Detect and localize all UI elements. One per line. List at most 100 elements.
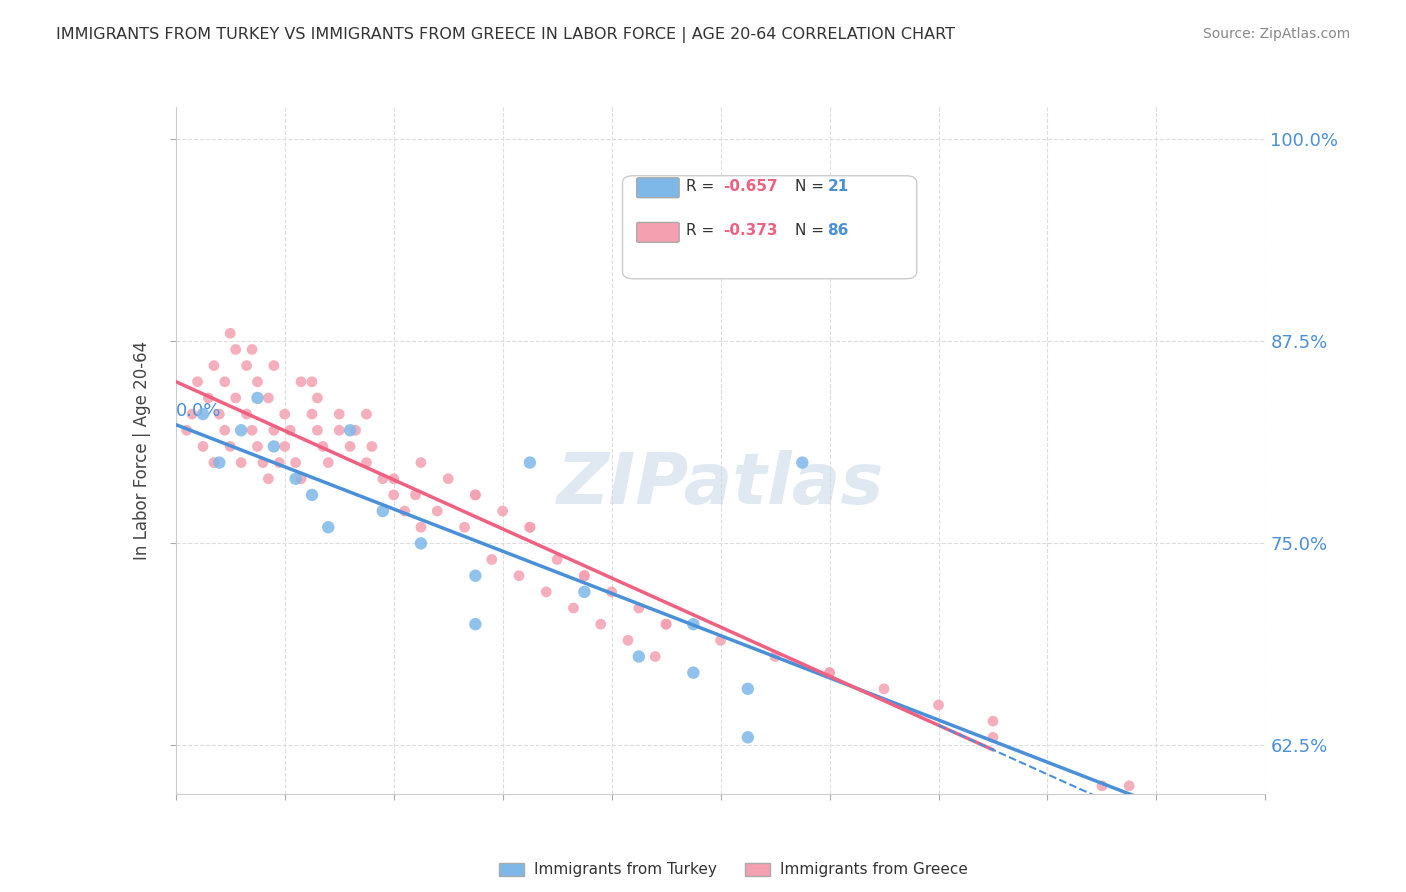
Text: IMMIGRANTS FROM TURKEY VS IMMIGRANTS FROM GREECE IN LABOR FORCE | AGE 20-64 CORR: IMMIGRANTS FROM TURKEY VS IMMIGRANTS FRO… (56, 27, 955, 43)
Point (176, 423, 198, 437)
Point (589, 617, 612, 632)
Point (246, 375, 269, 389)
Point (318, 520, 340, 534)
Point (339, 423, 361, 437)
Point (426, 504, 449, 518)
Point (481, 552, 503, 566)
Point (290, 375, 312, 389)
Point (231, 456, 253, 470)
Point (246, 391, 269, 405)
Point (208, 456, 231, 470)
Point (464, 488, 486, 502)
Point (181, 407, 204, 421)
Point (214, 423, 236, 437)
Text: R =: R = (686, 178, 718, 194)
Point (1091, 779, 1114, 793)
Point (186, 375, 209, 389)
Point (737, 731, 759, 745)
Point (409, 520, 432, 534)
Point (371, 504, 394, 518)
Text: N =: N = (794, 223, 828, 238)
Point (710, 633, 733, 648)
Point (394, 504, 416, 518)
Point (208, 407, 231, 421)
Point (191, 439, 214, 453)
Point (1118, 779, 1140, 793)
Text: 21: 21 (827, 178, 849, 194)
Point (627, 601, 650, 615)
Point (191, 407, 214, 421)
Point (409, 456, 432, 470)
Point (464, 568, 486, 582)
Point (240, 423, 263, 437)
Point (617, 633, 640, 648)
FancyBboxPatch shape (623, 176, 917, 278)
Point (682, 617, 704, 632)
Point (197, 391, 219, 405)
Point (409, 536, 432, 550)
Point (263, 423, 285, 437)
Point (546, 552, 568, 566)
Point (737, 681, 759, 696)
Point (627, 649, 650, 664)
Point (437, 472, 460, 486)
Point (574, 568, 596, 582)
Point (928, 698, 950, 712)
Point (225, 343, 247, 357)
Point (307, 423, 329, 437)
Point (219, 439, 242, 453)
Point (356, 407, 378, 421)
Point (284, 472, 307, 486)
Point (257, 391, 280, 405)
Text: -0.657: -0.657 (723, 178, 778, 194)
Text: ZIPatlas: ZIPatlas (557, 450, 884, 519)
Point (644, 649, 666, 664)
Point (371, 472, 394, 486)
Point (246, 439, 269, 453)
Point (655, 617, 678, 632)
Point (301, 488, 323, 502)
Point (318, 456, 340, 470)
Point (453, 520, 475, 534)
FancyBboxPatch shape (637, 222, 679, 243)
Point (225, 391, 247, 405)
Text: Immigrants from Greece: Immigrants from Greece (780, 863, 969, 877)
Point (263, 359, 285, 373)
Point (312, 439, 335, 453)
Point (763, 649, 786, 664)
Point (235, 407, 257, 421)
Point (328, 423, 350, 437)
Point (655, 617, 678, 632)
Text: N =: N = (794, 178, 828, 194)
Point (263, 439, 285, 453)
Point (519, 520, 541, 534)
Point (356, 456, 378, 470)
Point (981, 731, 1004, 745)
Point (382, 472, 405, 486)
Point (278, 423, 301, 437)
Point (1144, 795, 1167, 809)
Point (301, 375, 323, 389)
Point (214, 375, 236, 389)
Point (464, 488, 486, 502)
Point (405, 488, 427, 502)
Point (235, 359, 257, 373)
Point (360, 439, 382, 453)
Point (307, 391, 329, 405)
Point (574, 568, 596, 582)
Point (339, 439, 361, 453)
Point (219, 326, 242, 341)
Point (301, 407, 323, 421)
Point (202, 359, 225, 373)
Point (464, 617, 486, 632)
Text: 0.0%: 0.0% (176, 402, 221, 420)
Point (519, 520, 541, 534)
Point (873, 681, 896, 696)
Point (508, 568, 530, 582)
Point (600, 585, 623, 599)
Point (231, 423, 253, 437)
Point (344, 423, 367, 437)
Point (274, 439, 297, 453)
Point (818, 665, 841, 680)
Point (290, 472, 312, 486)
